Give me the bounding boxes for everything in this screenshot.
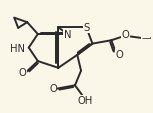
Text: N: N [64,30,71,40]
Text: HN: HN [10,43,25,53]
Text: O: O [49,83,57,93]
Text: O: O [115,49,123,59]
Text: OH: OH [78,96,93,106]
Text: O: O [19,67,27,77]
Text: O: O [122,30,130,40]
Text: —: — [141,34,150,43]
Text: S: S [83,23,90,33]
